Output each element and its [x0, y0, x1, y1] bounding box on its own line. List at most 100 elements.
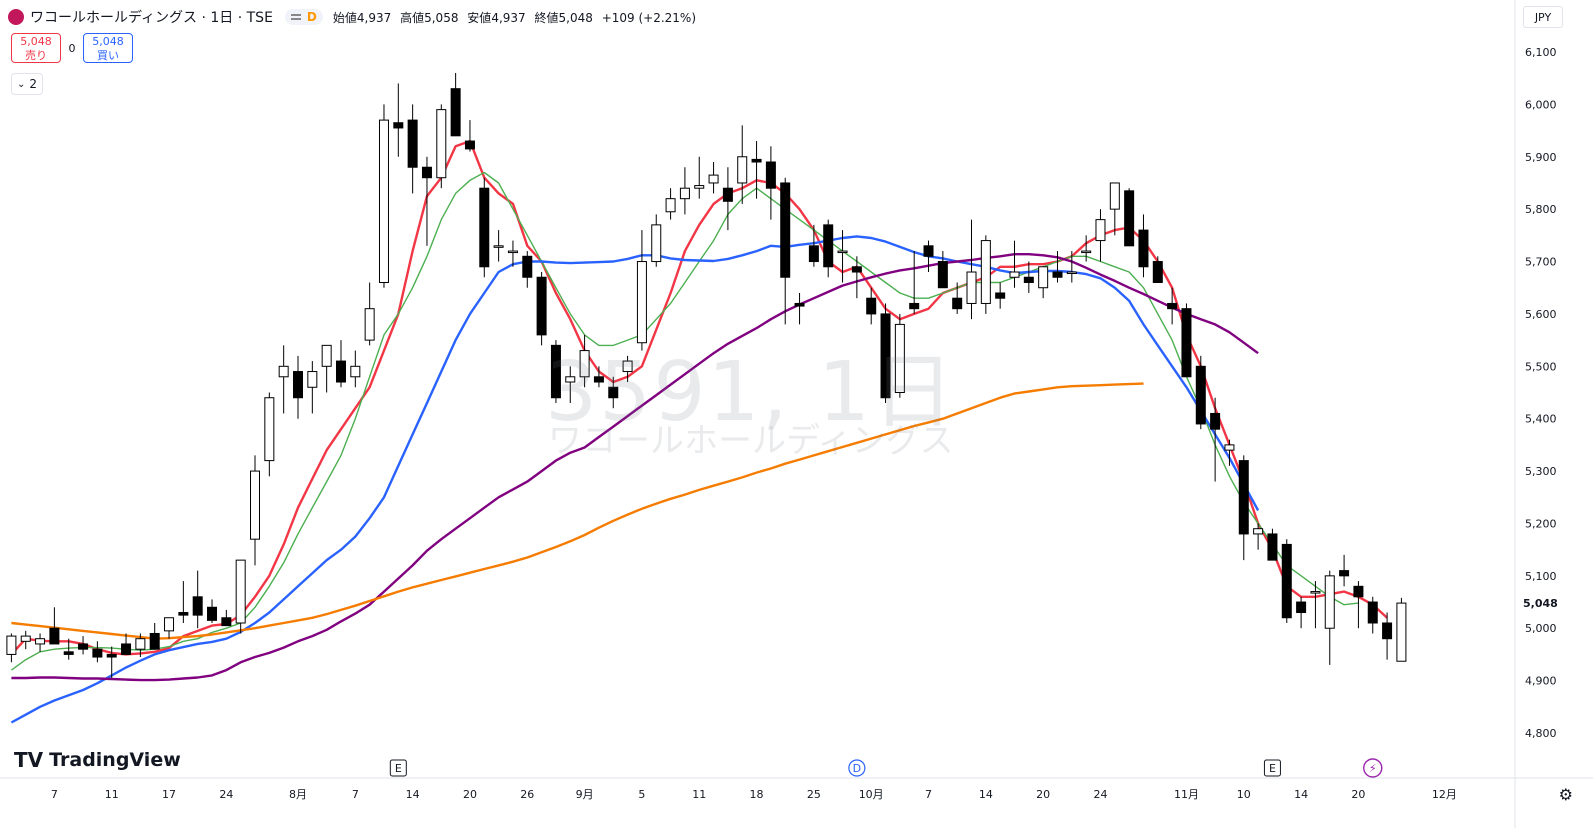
- candle-up: [665, 198, 676, 213]
- candle-up: [321, 344, 332, 367]
- candle-down: [1124, 190, 1135, 247]
- sell-label: 売り: [25, 49, 47, 62]
- indicators-collapse-button[interactable]: ⌄ 2: [11, 73, 43, 95]
- candle-up: [1081, 250, 1092, 254]
- candle-up: [307, 371, 318, 388]
- low-label: 安値: [467, 10, 492, 25]
- high-value: 5,058: [424, 10, 459, 25]
- dividend-marker: [848, 759, 866, 777]
- candle-down: [221, 617, 232, 627]
- data-mode-pill[interactable]: D: [284, 9, 323, 25]
- candle-down: [536, 276, 547, 336]
- equal-icon: [290, 14, 301, 16]
- y-tick-label: 5,600: [1525, 308, 1557, 321]
- x-tick-label: 11: [692, 788, 706, 801]
- candle-up: [966, 271, 977, 304]
- candle-up: [636, 261, 647, 344]
- candle-down: [1367, 601, 1378, 624]
- candle-up: [694, 185, 705, 189]
- tradingview-mark-icon: 𝗧𝗩: [14, 748, 44, 772]
- x-tick-label: 7: [925, 788, 932, 801]
- tradingview-logo[interactable]: 𝗧𝗩 TradingView: [14, 748, 181, 772]
- y-tick-label: 4,900: [1525, 675, 1557, 688]
- candle-down: [937, 261, 948, 289]
- x-tick-label: 10月: [859, 788, 884, 801]
- candle-down: [550, 344, 561, 399]
- ma-line-ma25: [10, 235, 1260, 724]
- candle-down: [751, 158, 762, 163]
- candle-up: [1396, 602, 1407, 662]
- candle-up: [1224, 444, 1235, 451]
- candle-down: [808, 245, 819, 263]
- candle-down: [1023, 276, 1034, 283]
- y-tick-label: 5,400: [1525, 413, 1557, 426]
- candle-down: [1167, 302, 1178, 310]
- candle-up: [436, 109, 447, 179]
- candle-up: [1324, 575, 1335, 629]
- ma-line-ma200: [11, 382, 1144, 640]
- candle-up: [35, 638, 46, 645]
- candle-down: [880, 313, 891, 399]
- candle-down: [1138, 229, 1149, 268]
- candle-up: [1038, 266, 1049, 289]
- candle-up: [350, 365, 361, 378]
- x-tick-label: 5: [638, 788, 645, 801]
- candle-down: [851, 266, 862, 273]
- candle-up: [651, 224, 662, 263]
- x-tick-label: 10: [1237, 788, 1251, 801]
- x-tick-label: 12月: [1432, 788, 1457, 801]
- low-value: 4,937: [491, 10, 526, 25]
- candle-up: [378, 119, 389, 283]
- candle-up: [250, 470, 261, 540]
- candle-down: [608, 386, 619, 399]
- event-label: D: [853, 762, 861, 775]
- candle-down: [63, 651, 74, 655]
- candle-down: [178, 612, 189, 616]
- x-tick-label: 14: [1294, 788, 1308, 801]
- candle-up: [1253, 528, 1264, 535]
- split-marker: [1363, 758, 1383, 778]
- candle-down: [1238, 460, 1249, 535]
- candle-down: [780, 182, 791, 278]
- change-value: +109 (+2.21%): [601, 10, 697, 25]
- candle-up: [6, 635, 17, 655]
- x-tick-label: 18: [750, 788, 764, 801]
- candle-down: [1210, 412, 1221, 430]
- settings-gear-icon[interactable]: ⚙: [1558, 785, 1573, 804]
- candle-down: [1353, 585, 1364, 598]
- candle-up: [622, 360, 633, 373]
- candle-down: [1339, 570, 1350, 577]
- buy-button[interactable]: 5,048 買い: [83, 33, 133, 63]
- candle-up: [980, 240, 991, 304]
- sell-button[interactable]: 5,048 売り: [11, 33, 61, 63]
- candle-up: [507, 250, 518, 254]
- ma-line-ma10: [10, 171, 1359, 671]
- candle-up: [135, 638, 146, 650]
- y-tick-label: 5,500: [1525, 360, 1557, 373]
- candle-up: [1310, 591, 1321, 594]
- candle-up: [278, 365, 289, 378]
- company-logo-icon: [8, 9, 24, 25]
- candle-down: [78, 643, 89, 650]
- y-tick-label: 5,300: [1525, 465, 1557, 478]
- candle-down: [765, 161, 776, 189]
- symbol-title[interactable]: ワコールホールディングス · 1日 · TSE: [30, 10, 273, 26]
- candle-down: [1382, 622, 1393, 640]
- x-tick-label: 11: [105, 788, 119, 801]
- candle-up: [364, 308, 375, 341]
- x-tick-label: 8月: [289, 788, 307, 801]
- x-tick-label: 7: [352, 788, 359, 801]
- currency-button[interactable]: JPY: [1523, 6, 1563, 28]
- candle-down: [1052, 271, 1063, 278]
- x-tick-label: 9月: [576, 788, 594, 801]
- candle-down: [823, 224, 834, 268]
- candle-down: [1195, 365, 1206, 425]
- watermark-symbol: 3591, 1日: [545, 345, 956, 440]
- watermark-name: ワコールホールディングス: [548, 421, 954, 461]
- sell-price: 5,048: [20, 35, 52, 48]
- y-tick-label: 4,800: [1525, 727, 1557, 740]
- open-value: 4,937: [356, 10, 392, 25]
- x-tick-label: 20: [1351, 788, 1365, 801]
